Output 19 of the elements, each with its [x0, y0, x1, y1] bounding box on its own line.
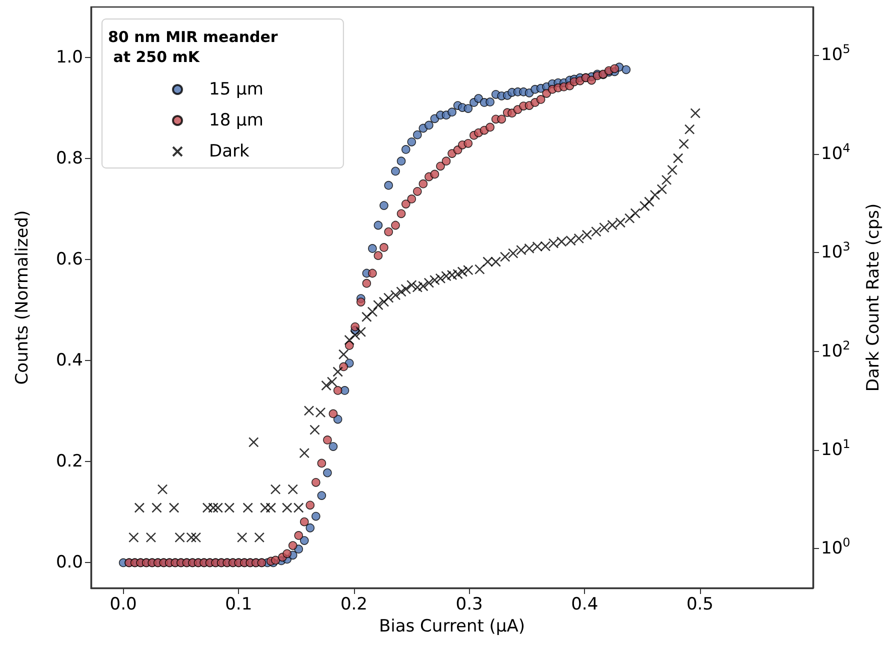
x-tick-label: 0.5: [686, 594, 714, 614]
x-tick-label: 0.0: [110, 594, 137, 614]
y2-axis-title: Dark Count Rate (cps): [864, 203, 884, 392]
x-tick-label: 0.2: [340, 594, 368, 614]
legend-title: 80 nm MIR meander at 250 mK: [108, 28, 278, 66]
y-tick-label: 0.8: [56, 148, 83, 169]
legend-label: 18 μm: [209, 110, 264, 130]
y-tick-label: 0.0: [56, 552, 83, 573]
x-tick-label: 0.3: [456, 594, 483, 614]
y-tick-label: 0.4: [56, 350, 83, 371]
y-axis-title: Counts (Normalized): [12, 210, 32, 385]
y-tick-label: 1.0: [56, 48, 83, 68]
legend-label: 15 μm: [209, 80, 264, 100]
x-tick-label: 0.1: [225, 594, 252, 614]
legend-label: Dark: [209, 142, 250, 162]
x-tick-label: 0.4: [571, 594, 598, 614]
y-tick-label: 0.6: [56, 250, 83, 270]
y-tick-label: 0.2: [56, 452, 83, 472]
x-axis-title: Bias Current (μA): [378, 616, 526, 636]
